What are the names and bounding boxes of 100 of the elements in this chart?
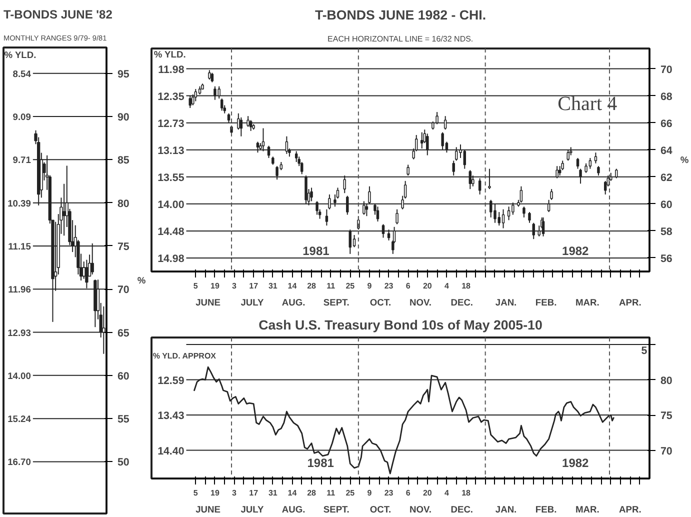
x-tick-label: 23	[384, 488, 394, 498]
candlestick	[528, 212, 531, 224]
text: 9.09	[12, 112, 31, 122]
x2-tick-label: NOV.	[410, 504, 432, 514]
x-tick-label: 17	[249, 282, 259, 290]
x-tick-label: 3	[232, 282, 238, 290]
y-tick-label: 75	[660, 410, 672, 422]
annotation: 14.98	[158, 252, 184, 265]
x2-tick-label: FEB.	[535, 298, 557, 308]
annotation: 14.48	[158, 226, 184, 238]
candlestick	[507, 206, 510, 221]
x-tick-label: 28	[307, 282, 317, 290]
y-tick-label: 90	[118, 112, 130, 124]
x2-tick-label: MAR.	[576, 298, 600, 308]
annotation: 13.13	[158, 144, 184, 157]
text: 10.39	[8, 198, 31, 208]
x2-tick-label: APR.	[619, 504, 642, 514]
y-tick-label: 64	[660, 144, 672, 157]
x-tick-label: 17	[249, 488, 259, 498]
y-tick-label: 95	[118, 68, 130, 80]
x2-tick-label: SEPT.	[323, 504, 350, 514]
x2-tick-label: JUNE	[196, 504, 221, 514]
annotation: % YLD. APPROX	[152, 352, 217, 361]
x2-tick-label: JAN.	[495, 298, 517, 308]
x-tick-label: 28	[307, 488, 317, 498]
y-tick-label: 80	[660, 374, 672, 387]
x2-tick-label: JULY	[240, 504, 264, 514]
x2-tick-label: DEC.	[450, 298, 474, 308]
x-tick-label: 9	[367, 282, 372, 290]
x2-tick-label: NOV.	[410, 298, 432, 308]
text: 11.15	[8, 241, 31, 252]
annotation: 12.35	[158, 90, 184, 103]
candlestick	[576, 157, 580, 170]
x-tick-label: 11	[326, 488, 336, 498]
x2-tick-label: JUNE	[196, 298, 221, 308]
x-tick-label: 14	[288, 282, 298, 290]
chart-title: T-BONDS JUNE 1982 - CHI.	[314, 8, 486, 22]
x2-tick-label: JULY	[240, 298, 264, 308]
y-tick-label: 55	[118, 414, 130, 426]
annotation: 14.40	[158, 445, 184, 458]
y-tick-label: 85	[118, 154, 130, 167]
candlestick	[584, 162, 588, 174]
y-tick-label: 66	[660, 118, 672, 130]
text: 12.93	[8, 328, 31, 338]
x-tick-label: 5	[193, 488, 198, 498]
x2-tick-label: APR.	[619, 298, 642, 308]
candlestick	[588, 157, 592, 170]
chart-subtitle: EACH HORIZONTAL LINE = 16/32 NDS.	[328, 34, 474, 44]
x-tick-label: 20	[422, 282, 432, 290]
candlestick	[522, 206, 526, 218]
annotation: 1982	[562, 244, 590, 258]
y-tick-label: 65	[118, 327, 130, 340]
annotation: 5	[641, 344, 648, 357]
x-tick-label: 25	[346, 488, 356, 498]
x-tick-label: 4	[444, 282, 450, 290]
x-tick-label: 20	[422, 488, 432, 498]
x-tick-label: 19	[210, 282, 220, 290]
annotation: 1982	[562, 456, 590, 470]
x2-tick-label: SEPT.	[323, 298, 350, 308]
text: 15.24	[8, 414, 32, 424]
y-tick-label: 70	[118, 284, 130, 296]
y-tick-label: 60	[660, 198, 672, 211]
candlestick	[210, 72, 214, 83]
annotation: 13.43	[158, 410, 184, 422]
candlestick	[310, 187, 313, 202]
x2-tick-label: AUG.	[282, 504, 306, 514]
annotation: Chart 4	[558, 93, 618, 116]
text: 9.71	[12, 155, 31, 166]
annotation: 1981	[307, 456, 334, 470]
y-tick-label: 68	[660, 90, 672, 103]
x-tick-label: 5	[193, 282, 198, 290]
text: 8.54	[12, 68, 32, 79]
x-tick-label: 31	[268, 488, 278, 498]
candlestick	[325, 208, 328, 226]
annotation: % YLD.	[154, 50, 186, 60]
x-tick-label: 9	[367, 488, 372, 498]
candlestick	[396, 208, 398, 225]
x-tick-label: 6	[406, 282, 411, 290]
y-tick-label: 60	[118, 370, 130, 382]
y-tick-label: 80	[118, 198, 130, 210]
chart-title: T-BONDS JUNE '82	[4, 8, 113, 22]
y-tick-label: 50	[118, 456, 130, 469]
y-tick-label: 62	[660, 172, 672, 184]
y-tick-label: 70	[660, 445, 672, 458]
y-tick-label: 75	[118, 240, 130, 253]
candlestick	[594, 152, 598, 164]
chart-title: Cash U.S. Treasury Bond 10s of May 2005-10	[258, 318, 542, 332]
x2-tick-label: JAN.	[495, 504, 517, 514]
x2-tick-label: DEC.	[450, 504, 474, 514]
annotation: 12.73	[158, 118, 184, 130]
x-tick-label: 18	[462, 488, 472, 498]
x-tick-label: 3	[232, 488, 238, 498]
y-tick-label: 58	[660, 226, 672, 238]
x2-tick-label: FEB.	[535, 504, 557, 514]
text: 16.70	[8, 457, 31, 468]
annotation: 12.59	[158, 374, 184, 387]
annotation: 1981	[302, 244, 330, 258]
x2-tick-label: AUG.	[282, 298, 306, 308]
x-tick-label: 14	[288, 488, 298, 498]
x2-tick-label: MAR.	[576, 504, 600, 514]
